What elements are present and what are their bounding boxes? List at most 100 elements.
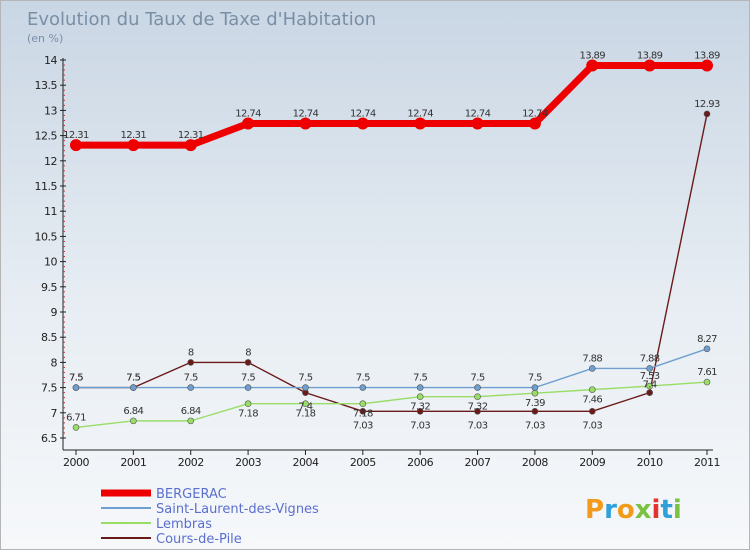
data-label: 12.74 — [235, 109, 261, 120]
data-point — [244, 359, 252, 366]
data-label: 7.88 — [582, 353, 602, 364]
x-tick-label: 2010 — [637, 456, 663, 469]
data-point — [244, 384, 252, 391]
data-label: 7.03 — [353, 420, 373, 431]
legend-label: Saint-Laurent-des-Vignes — [156, 502, 319, 517]
data-point — [531, 384, 539, 391]
data-label: 6.84 — [123, 406, 143, 417]
x-tick-label: 2008 — [522, 456, 548, 469]
data-point — [646, 365, 653, 372]
y-tick-label: 8 — [51, 356, 58, 369]
series-lembras — [72, 378, 711, 431]
data-label: 7.5 — [126, 373, 140, 384]
data-point — [130, 384, 137, 391]
legend-label: Cours-de-Pile — [156, 532, 242, 547]
data-point — [588, 407, 596, 415]
data-point — [588, 386, 596, 393]
data-point — [130, 417, 137, 425]
series-line — [76, 113, 708, 412]
x-tick-label: 2001 — [120, 456, 146, 469]
legend-label: BERGERAC — [156, 487, 227, 502]
data-point — [414, 117, 427, 130]
chart-subtitle: (en %) — [27, 32, 63, 45]
data-label: 7.18 — [238, 409, 258, 420]
y-tick-label: 12.5 — [35, 130, 58, 143]
data-point — [474, 407, 481, 415]
data-point — [528, 117, 541, 130]
axes: 6.5 7 7.5 8 8.5 9 9.5 10 10.5 11 11.5 12 12.5 13 13.5 1… — [35, 54, 721, 469]
data-point — [703, 110, 711, 118]
data-point — [299, 117, 312, 130]
x-tick-label: 2004 — [292, 456, 318, 469]
brand-letter: r — [604, 495, 617, 525]
brand-text: Proxiti — [585, 495, 682, 525]
data-point — [127, 139, 140, 152]
y-tick-label: 13.5 — [35, 79, 58, 92]
data-label: 7.5 — [298, 373, 312, 384]
data-point — [359, 384, 367, 391]
data-point — [531, 389, 539, 397]
data-point — [70, 139, 82, 152]
x-tick-label: 2003 — [235, 456, 261, 469]
y-tick-label: 11 — [44, 205, 57, 218]
x-tick-label: 2000 — [63, 456, 89, 469]
series-layer: 12.31 12.31 12.31 12.74 12.74 12.74 12.74 12.74… — [63, 51, 720, 432]
chart-title: Evolution du Taux de Taxe d'Habitation — [27, 9, 376, 30]
data-point — [474, 393, 481, 400]
data-label: 7.61 — [697, 367, 717, 378]
data-point — [244, 400, 252, 408]
data-label: 7.5 — [241, 373, 255, 384]
data-label: 7.5 — [126, 373, 140, 384]
data-label: 12.93 — [694, 99, 720, 110]
legend-label: Lembras — [156, 517, 212, 532]
data-label: 12.74 — [293, 109, 319, 120]
x-tick-label: 2005 — [350, 456, 376, 469]
data-point — [242, 117, 255, 130]
series-line — [76, 348, 708, 389]
data-label: 7.18 — [353, 409, 373, 420]
data-label: 7.5 — [69, 373, 83, 384]
data-labels: 12.31 12.31 12.31 12.74 12.74 12.74 12.74 12.74… — [63, 51, 720, 432]
data-point — [703, 378, 711, 386]
data-label: 7.5 — [184, 373, 198, 384]
data-point — [302, 384, 309, 391]
data-point — [302, 400, 309, 408]
series-bergerac — [70, 59, 713, 152]
data-label: 13.89 — [637, 51, 663, 62]
data-label: 12.74 — [407, 109, 433, 120]
data-label: 6.84 — [181, 406, 201, 417]
data-point — [187, 384, 195, 391]
data-point — [187, 359, 195, 366]
data-point — [72, 424, 80, 431]
data-label: 13.89 — [579, 51, 605, 62]
brand-letter: x — [635, 495, 652, 525]
data-label: 7.03 — [468, 420, 488, 431]
data-point — [531, 407, 539, 415]
data-label: 12.74 — [522, 109, 548, 120]
data-label: 7.4 — [643, 380, 657, 391]
y-tick-label: 8.5 — [41, 331, 57, 344]
y-tick-label: 11.5 — [35, 180, 58, 193]
x-tick-label: 2002 — [178, 456, 204, 469]
data-point — [416, 407, 424, 415]
data-label: 7.88 — [640, 353, 660, 364]
data-point — [187, 417, 195, 425]
data-label: 13.89 — [694, 51, 720, 62]
series-line — [75, 381, 708, 429]
data-point — [586, 59, 599, 72]
data-point — [416, 393, 424, 400]
data-label: 8 — [188, 347, 194, 358]
data-label: 7.5 — [69, 373, 83, 384]
y-tick-label: 7.5 — [41, 382, 57, 395]
y-tick-label: 9 — [51, 306, 58, 319]
data-label: 7.5 — [528, 373, 542, 384]
data-point — [701, 59, 713, 72]
data-point — [359, 407, 367, 415]
data-label: 12.74 — [465, 109, 491, 120]
data-label: 7.32 — [410, 402, 430, 413]
data-label: 12.74 — [350, 109, 376, 120]
data-label: 12.31 — [63, 130, 89, 141]
data-label: 7.46 — [582, 395, 602, 406]
